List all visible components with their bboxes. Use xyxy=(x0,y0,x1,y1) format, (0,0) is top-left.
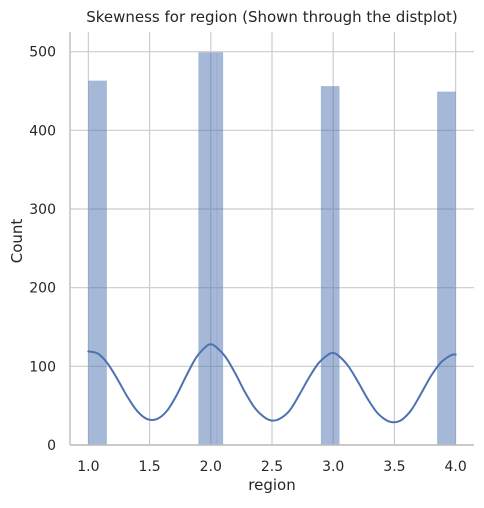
x-tick-label: 3.5 xyxy=(383,459,405,475)
chart-title: Skewness for region (Shown through the d… xyxy=(86,8,458,26)
kde-layer xyxy=(87,343,457,424)
y-tick-label: 400 xyxy=(29,123,56,139)
ticks-layer: 0 100 200 300 400 500 1.0 1.5 2.0 2.5 3.0 3.5 4.0 xyxy=(29,45,467,475)
histogram-bar xyxy=(436,91,456,446)
y-axis-title: Count xyxy=(8,219,26,264)
y-tick-label: 300 xyxy=(29,202,56,218)
histogram-bar xyxy=(198,52,218,446)
x-tick-label: 3.0 xyxy=(322,459,344,475)
x-tick-label: 2.0 xyxy=(200,459,222,475)
axes-layer xyxy=(69,32,474,446)
grid-layer xyxy=(70,32,474,446)
y-tick-label: 100 xyxy=(29,359,56,375)
histogram-bar xyxy=(216,52,224,446)
x-tick-label: 2.5 xyxy=(261,459,283,475)
x-tick-label: 1.5 xyxy=(138,459,160,475)
kde-line xyxy=(87,343,457,424)
histogram-bar xyxy=(88,80,108,446)
histogram-bar xyxy=(320,85,340,446)
y-tick-label: 200 xyxy=(29,281,56,297)
x-tick-label: 1.0 xyxy=(77,459,99,475)
x-axis-title: region xyxy=(248,476,295,494)
y-tick-label: 500 xyxy=(29,45,56,61)
y-tick-label: 0 xyxy=(47,438,56,454)
x-tick-label: 4.0 xyxy=(445,459,467,475)
